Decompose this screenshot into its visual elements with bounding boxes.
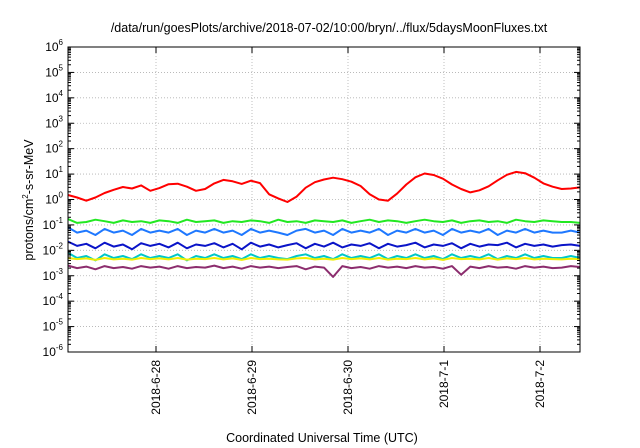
x-axis-label: Coordinated Universal Time (UTC) (226, 431, 418, 445)
y-tick-label: 10-5 (43, 318, 64, 334)
y-tick-label: 10-2 (43, 241, 64, 257)
chart-title: /data/run/goesPlots/archive/2018-07-02/1… (111, 21, 548, 35)
y-tick-label: 106 (45, 38, 63, 54)
y-axis-label-sup: 2 (21, 194, 30, 199)
y-tick-label: 104 (45, 89, 63, 105)
series-line-6 (67, 257, 581, 261)
y-tick-label: 102 (45, 140, 63, 156)
y-tick-label: 100 (45, 191, 63, 207)
series-line-1 (67, 170, 581, 203)
series-line-5 (67, 251, 581, 262)
x-ticks: 2018-6-28 2018-6-29 2018-6-30 2018-7-1 2018-… (149, 47, 547, 415)
y-tick-label: 10-6 (43, 343, 64, 359)
series-line-2 (67, 218, 581, 224)
x-tick-label: 2018-6-29 (245, 360, 259, 415)
x-tick-label: 2018-6-28 (149, 360, 163, 415)
y-ticks: 10-6 10-5 10-4 10-3 10-2 10-1 100 101 102 103 104 1… (43, 38, 580, 359)
x-tick-label: 2018-7-1 (437, 360, 451, 408)
y-tick-label: 10-3 (43, 267, 64, 283)
y-tick-label: 105 (45, 63, 63, 79)
y-tick-label: 103 (45, 114, 63, 130)
x-tick-label: 2018-6-30 (341, 360, 355, 415)
y-tick-label: 101 (45, 165, 63, 181)
x-tick-label: 2018-7-2 (533, 360, 547, 408)
y-tick-label: 10-1 (43, 216, 64, 232)
y-tick-label: 10-4 (43, 292, 64, 308)
series-lines (67, 170, 581, 278)
grid (68, 47, 580, 352)
y-axis-label-post: -s-sr-MeV (22, 139, 36, 195)
y-axis-label-pre: protons/cm (22, 199, 36, 261)
series-line-7 (67, 264, 581, 278)
series-line-4 (67, 240, 581, 251)
y-axis-label: protons/cm2-s-sr-MeV (21, 139, 36, 261)
series-line-3 (67, 226, 581, 236)
